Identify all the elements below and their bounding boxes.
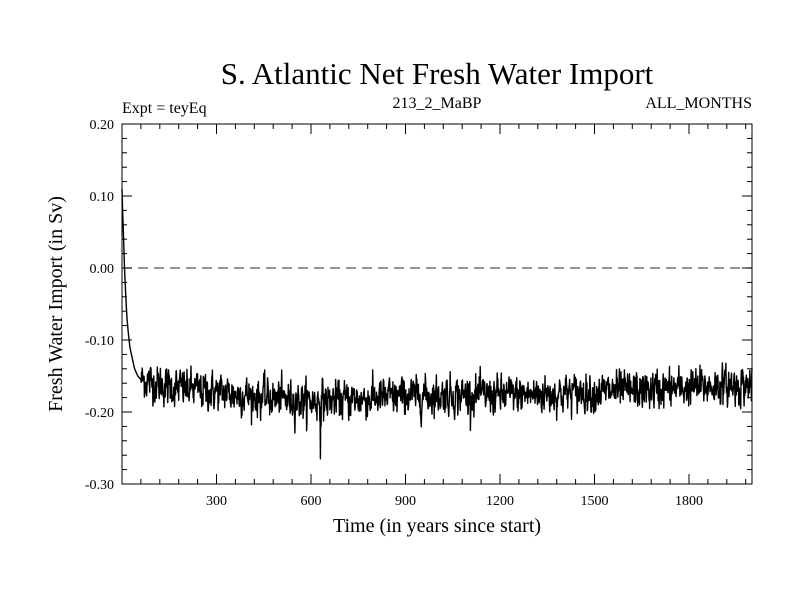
x-tick-label: 1500 bbox=[581, 494, 609, 509]
y-tick-label: -0.30 bbox=[85, 478, 114, 493]
x-tick-label: 1200 bbox=[486, 494, 514, 509]
x-tick-label: 900 bbox=[395, 494, 416, 509]
x-tick-label: 1800 bbox=[675, 494, 703, 509]
x-tick-label: 600 bbox=[301, 494, 322, 509]
y-tick-label: 0.00 bbox=[90, 262, 115, 277]
plot-frame bbox=[121, 123, 753, 485]
y-tick-label: 0.10 bbox=[90, 190, 115, 205]
y-tick-label: -0.20 bbox=[85, 406, 114, 421]
y-tick-label: 0.20 bbox=[90, 118, 115, 133]
x-tick-label: 300 bbox=[206, 494, 227, 509]
series-line bbox=[121, 188, 753, 460]
x-axis-label: Time (in years since start) bbox=[333, 515, 541, 537]
subtitle-months: ALL_MONTHS bbox=[645, 95, 752, 112]
x-axis: 300 600 900 1200 1500 1800 bbox=[140, 124, 747, 509]
y-tick-label: -0.10 bbox=[85, 334, 114, 349]
plot-area bbox=[121, 123, 753, 485]
chart-title: S. Atlantic Net Fresh Water Import bbox=[221, 56, 654, 91]
subtitle-run: 213_2_MaBP bbox=[393, 95, 482, 112]
subtitle-experiment: Expt = teyEq bbox=[122, 100, 207, 117]
y-axis: 0.20 0.10 0.00 -0.10 -0.20 -0.30 bbox=[85, 118, 752, 493]
y-axis-label: Fresh Water Import (in Sv) bbox=[45, 196, 67, 412]
